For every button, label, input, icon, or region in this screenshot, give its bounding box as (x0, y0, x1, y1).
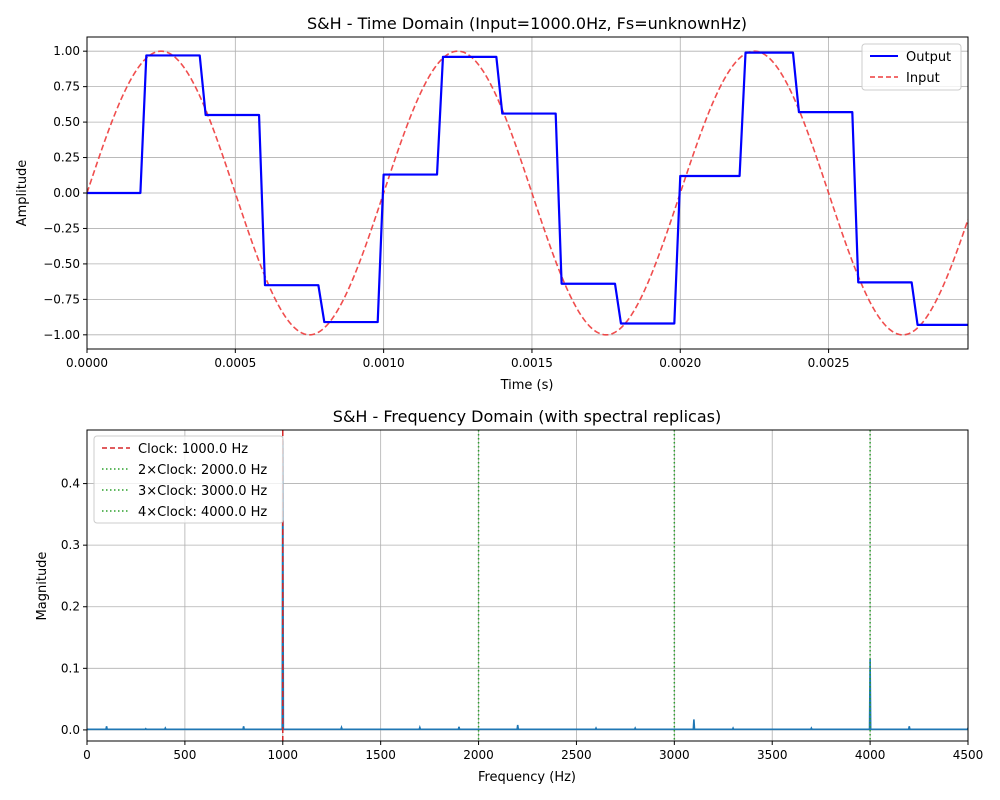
time-x-tick-label: 0.0015 (511, 356, 553, 370)
freq-x-tick-label: 0 (83, 748, 91, 762)
time-chart-title: S&H - Time Domain (Input=1000.0Hz, Fs=un… (307, 14, 747, 33)
time-x-tick-label: 0.0025 (808, 356, 850, 370)
time-y-tick-label: 0.50 (53, 115, 80, 129)
freq-y-axis-label: Magnitude (35, 552, 50, 621)
time-x-tick-label: 0.0010 (363, 356, 405, 370)
time-y-tick-label: 0.00 (53, 186, 80, 200)
freq-x-tick-label: 2000 (463, 748, 494, 762)
legend-label-input: Input (906, 71, 940, 86)
time-y-tick-label: −0.50 (43, 257, 80, 271)
freq-legend: Clock: 1000.0 Hz 2×Clock: 2000.0 Hz 3×Cl… (93, 435, 284, 524)
freq-y-tick-label: 0.2 (61, 600, 80, 614)
freq-x-tick-label: 2500 (561, 748, 592, 762)
freq-y-tick-label: 0.0 (61, 723, 80, 737)
time-domain-panel: S&H - Time Domain (Input=1000.0Hz, Fs=un… (15, 14, 969, 393)
legend-label-clock: Clock: 1000.0 Hz (138, 442, 248, 457)
freq-x-tick-label: 1500 (365, 748, 396, 762)
freq-chart-title: S&H - Frequency Domain (with spectral re… (333, 407, 721, 426)
time-y-tick-label: −1.00 (43, 328, 80, 342)
freq-plot-area (87, 430, 968, 741)
legend-label-output: Output (906, 50, 951, 65)
time-y-tick-label: −0.25 (43, 221, 80, 235)
freq-x-tick-label: 3500 (757, 748, 788, 762)
time-y-tick-label: −0.75 (43, 292, 80, 306)
time-y-tick-label: 1.00 (53, 44, 80, 58)
legend-label-2x-clock: 2×Clock: 2000.0 Hz (138, 463, 267, 478)
time-x-tick-label: 0.0005 (214, 356, 256, 370)
time-x-axis-label: Time (s) (500, 378, 554, 393)
legend-label-4x-clock: 4×Clock: 4000.0 Hz (138, 505, 267, 520)
time-y-tick-label: 0.75 (53, 80, 80, 94)
freq-legend-box (93, 435, 284, 524)
time-y-tick-label: 0.25 (53, 151, 80, 165)
time-x-tick-label: 0.0000 (66, 356, 108, 370)
time-legend: Output Input (861, 43, 962, 91)
freq-y-tick-label: 0.3 (61, 538, 80, 552)
freq-x-tick-label: 1000 (268, 748, 299, 762)
freq-y-tick-label: 0.4 (61, 477, 80, 491)
freq-axes-frame (86, 429, 969, 742)
freq-y-tick-label: 0.1 (61, 661, 80, 675)
time-ticks: 0.0000 0.0005 0.0010 0.0015 0.0020 0.0025 −1.0… (43, 44, 849, 370)
frequency-domain-panel: S&H - Frequency Domain (with spectral re… (35, 407, 983, 785)
freq-ticks: 0 500 1000 1500 2000 2500 3000 3500 4000 4500 0.0 0… (61, 477, 983, 762)
time-x-tick-label: 0.0020 (659, 356, 701, 370)
freq-x-tick-label: 4000 (855, 748, 886, 762)
series-output-line (87, 51, 968, 326)
freq-x-tick-label: 4500 (953, 748, 984, 762)
time-axes-frame (86, 36, 969, 350)
series-input-line (87, 50, 968, 336)
time-y-axis-label: Amplitude (15, 160, 30, 227)
freq-x-axis-label: Frequency (Hz) (478, 770, 576, 785)
legend-label-3x-clock: 3×Clock: 3000.0 Hz (138, 484, 267, 499)
time-plot-area (87, 50, 968, 336)
freq-x-tick-label: 500 (173, 748, 196, 762)
spectrum-line (87, 440, 968, 731)
freq-x-tick-label: 3000 (659, 748, 690, 762)
